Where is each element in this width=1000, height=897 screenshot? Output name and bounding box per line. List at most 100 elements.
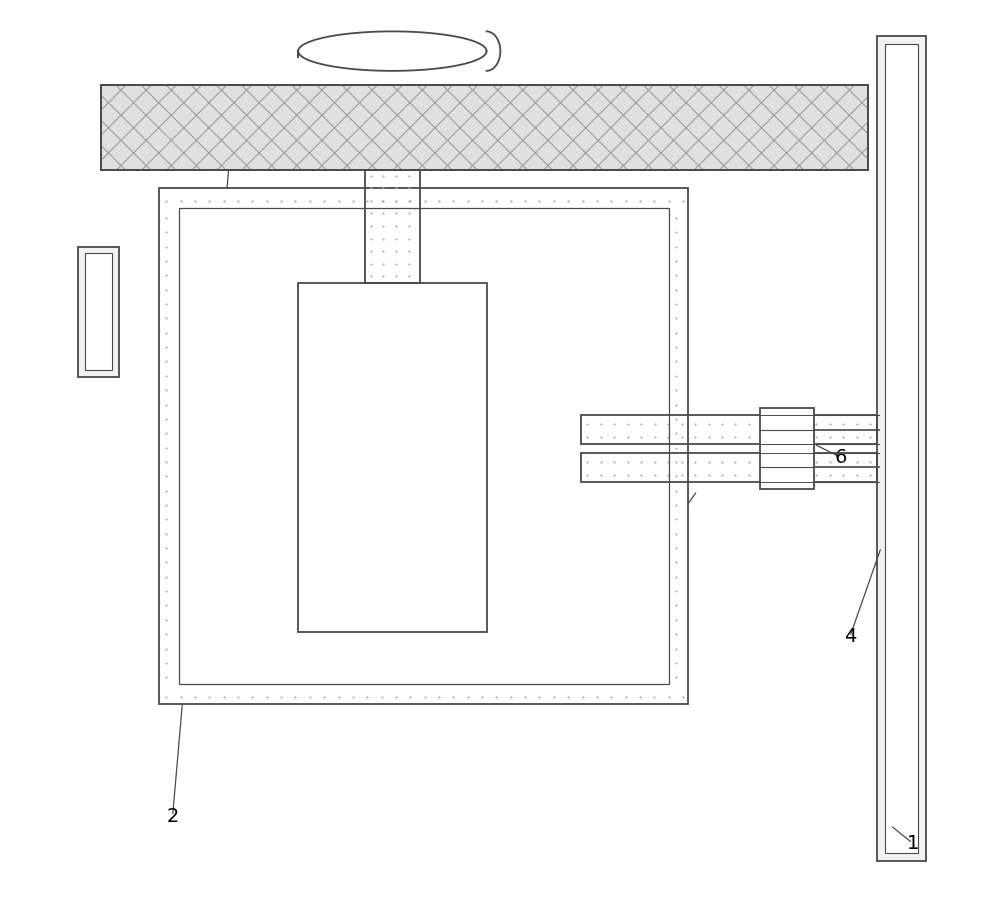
Point [546, 194, 562, 208]
Point [302, 690, 318, 704]
Point [488, 194, 504, 208]
Point [701, 417, 717, 431]
Point [158, 440, 174, 455]
Point [668, 527, 684, 541]
Point [363, 194, 379, 208]
Point [474, 690, 490, 704]
Point [402, 194, 418, 208]
Point [741, 455, 757, 469]
Point [606, 468, 622, 483]
Point [158, 527, 174, 541]
Point [158, 412, 174, 426]
Point [646, 194, 662, 208]
Point [216, 690, 232, 704]
Bar [78, 247, 119, 377]
Point [363, 206, 379, 221]
Point [603, 690, 619, 704]
Point [579, 468, 595, 483]
Point [633, 455, 649, 469]
Point [668, 383, 684, 397]
Point [375, 194, 391, 208]
Point [593, 417, 609, 431]
Point [388, 206, 404, 221]
Point [488, 690, 504, 704]
Point [835, 455, 851, 469]
Point [849, 431, 865, 445]
Point [660, 455, 676, 469]
Bar [101, 85, 868, 170]
Point [503, 690, 519, 704]
Point [593, 431, 609, 445]
Point [158, 239, 174, 254]
Point [363, 269, 379, 283]
Point [754, 468, 770, 483]
Point [593, 455, 609, 469]
Point [795, 468, 811, 483]
Point [668, 627, 684, 641]
Point [589, 690, 605, 704]
Point [201, 194, 217, 208]
Point [701, 455, 717, 469]
Bar [298, 283, 487, 632]
Point [714, 417, 730, 431]
Point [668, 598, 684, 613]
Point [401, 181, 417, 196]
Point [668, 670, 684, 684]
Point [647, 468, 663, 483]
Point [675, 194, 691, 208]
Point [647, 417, 663, 431]
Point [158, 225, 174, 239]
Bar [159, 188, 688, 704]
Point [862, 417, 878, 431]
Point [862, 468, 878, 483]
Point [230, 690, 246, 704]
Point [579, 417, 595, 431]
Point [633, 417, 649, 431]
Point [668, 440, 684, 455]
Point [668, 656, 684, 670]
Point [560, 690, 576, 704]
Point [632, 194, 648, 208]
Point [687, 468, 703, 483]
Point [158, 641, 174, 656]
Point [668, 354, 684, 369]
Text: 4: 4 [844, 627, 856, 647]
Point [187, 194, 203, 208]
Text: 1: 1 [906, 833, 919, 853]
Point [388, 194, 404, 208]
Point [795, 455, 811, 469]
Point [781, 431, 797, 445]
Point [158, 211, 174, 225]
Point [668, 254, 684, 268]
Point [575, 690, 591, 704]
Point [375, 257, 391, 271]
Point [363, 244, 379, 258]
Point [388, 269, 404, 283]
Point [668, 340, 684, 354]
Point [668, 426, 684, 440]
Point [808, 417, 824, 431]
Point [620, 417, 636, 431]
Point [674, 468, 690, 483]
Point [158, 627, 174, 641]
Point [668, 412, 684, 426]
Point [575, 194, 591, 208]
Point [363, 181, 379, 196]
Point [727, 468, 743, 483]
Point [849, 455, 865, 469]
Point [173, 690, 189, 704]
Text: 10: 10 [479, 304, 503, 324]
Point [668, 555, 684, 570]
Point [668, 455, 684, 469]
Bar [760, 408, 814, 489]
Point [741, 468, 757, 483]
Point [835, 431, 851, 445]
Point [701, 431, 717, 445]
Point [158, 455, 174, 469]
Point [401, 231, 417, 246]
Point [862, 455, 878, 469]
Point [158, 283, 174, 297]
Bar [885, 44, 918, 853]
Point [201, 690, 217, 704]
Text: 3: 3 [243, 515, 255, 535]
